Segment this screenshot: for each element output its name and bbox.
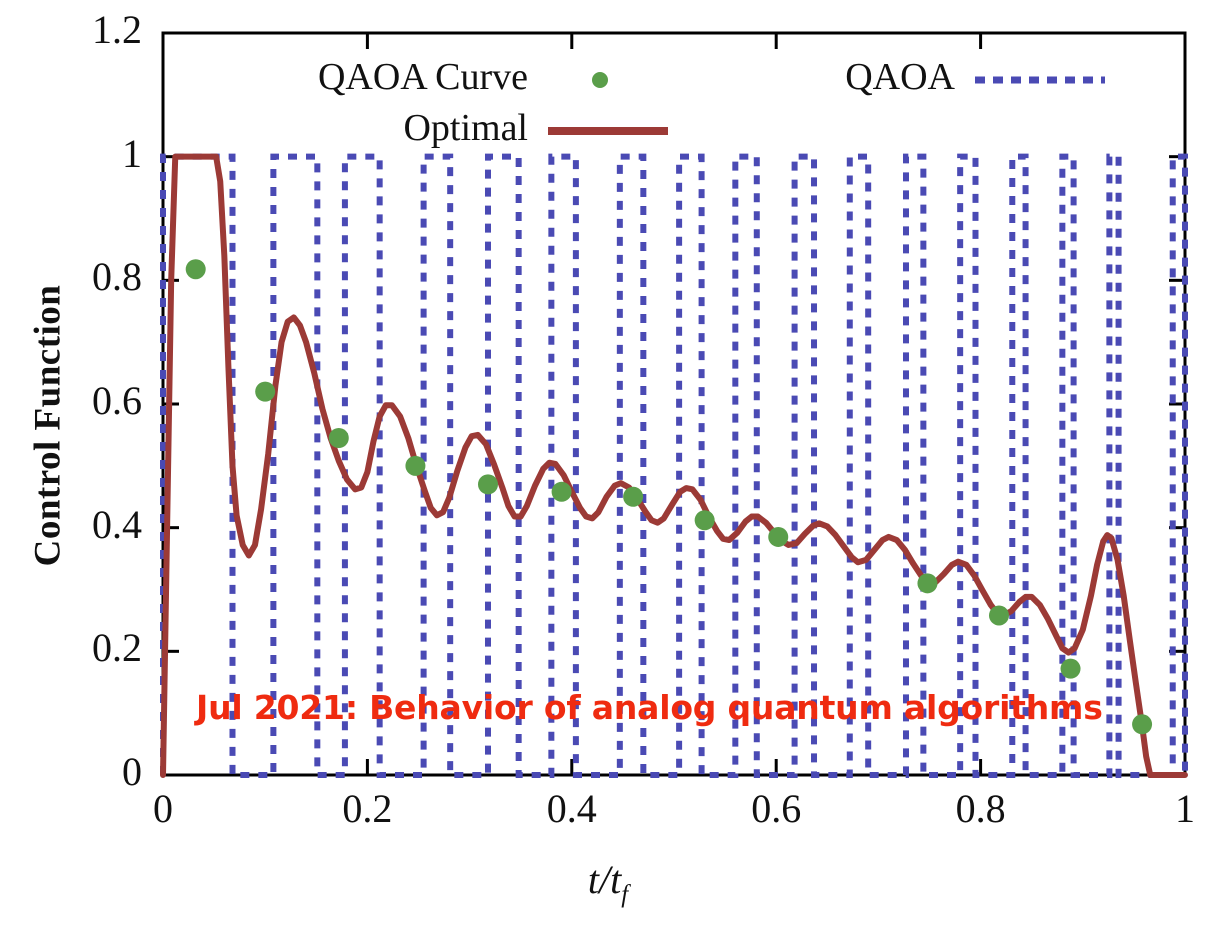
y-tick-label: 0.4 <box>92 501 142 547</box>
legend-label-optimal: Optimal <box>403 107 528 149</box>
qaoa-step-series <box>160 153 1188 778</box>
legend-label-qaoa: QAOA <box>845 56 955 98</box>
y-tick-label: 0.6 <box>92 378 142 423</box>
x-tick-label: 0.6 <box>751 786 802 831</box>
x-tick-label: 0 <box>153 786 173 831</box>
x-axis-title: t/tf <box>0 856 1216 909</box>
annotation-text: Jul 2021: Behavior of analog quantum alg… <box>196 688 1103 727</box>
x-tick-label: 0.8 <box>955 786 1006 831</box>
y-axis-title: Control Function <box>27 284 69 567</box>
optimal-curve-series <box>160 153 1188 778</box>
x-tick-label: 1 <box>1175 786 1195 831</box>
x-axis-title-main: t/t <box>587 857 622 902</box>
qaoa-curve-points <box>185 259 1153 735</box>
x-tick-label: 0.2 <box>342 786 393 831</box>
legend-glyphs <box>548 72 1105 135</box>
y-tick-label: 1 <box>122 130 142 176</box>
x-axis-title-subscript: f <box>621 881 629 908</box>
x-tick-label: 0.4 <box>546 786 597 831</box>
legend-label-qaoa-curve: QAOA Curve <box>317 56 528 98</box>
y-tick-label: 1.2 <box>92 7 142 52</box>
y-tick-label: 0.2 <box>92 625 142 671</box>
y-tick-label: 0 <box>122 749 142 794</box>
y-tick-label: 0.8 <box>92 254 142 300</box>
